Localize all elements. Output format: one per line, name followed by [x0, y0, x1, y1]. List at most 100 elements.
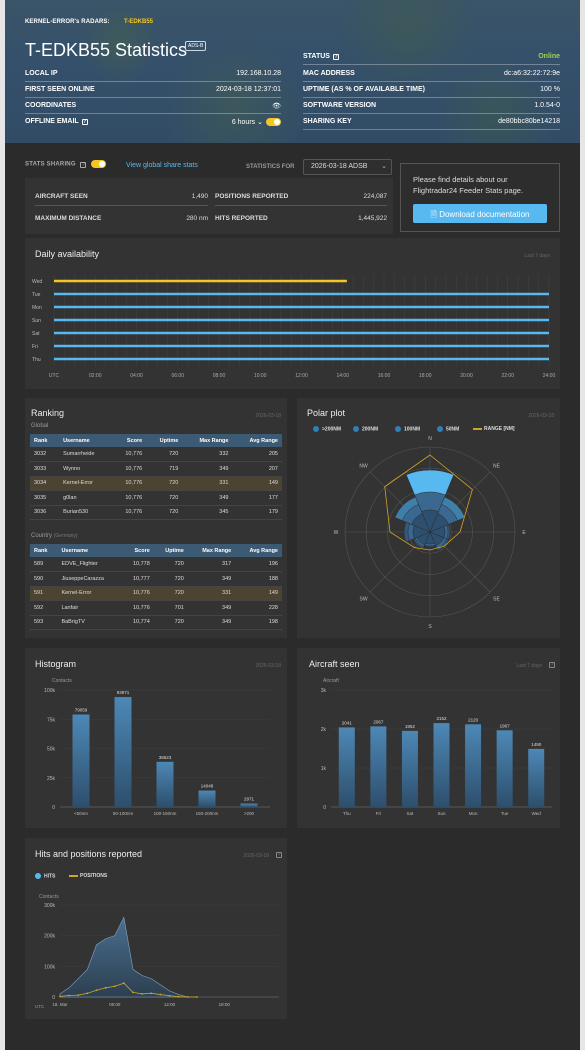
y-tick-label: 0 [52, 995, 55, 1001]
x-tick-label: 100-150nm [154, 811, 177, 816]
eye-icon[interactable]: 👁 [272, 103, 281, 110]
data-label: 2971 [244, 797, 255, 802]
radars-label: KERNEL-ERROR's RADARS: [25, 19, 110, 25]
x-tick-label: Wed [532, 811, 542, 816]
positions-point [59, 995, 61, 998]
y-tick-label: 100k [44, 964, 55, 970]
direction-label: W [334, 530, 339, 536]
data-label: 79059 [75, 708, 88, 713]
legend-100nm[interactable]: 100NM [395, 426, 420, 432]
positions-point [159, 993, 162, 996]
legend-50nm[interactable]: 50NM [437, 426, 459, 432]
hour-label: 22:00 [501, 373, 514, 379]
hour-label: 02:00 [89, 373, 102, 379]
positions-point [195, 996, 198, 998]
info-value: 100 % [540, 86, 560, 93]
table-cell: 10,777 [122, 571, 154, 587]
x-tick-label: Mon [469, 811, 478, 816]
panel-title: Polar plot [307, 408, 346, 418]
legend-over-200nm[interactable]: >200NM [313, 426, 341, 432]
info-key: LOCAL IP [25, 70, 58, 77]
panel-title: Hits and positions reported [35, 849, 143, 859]
help-icon[interactable]: ? [80, 161, 87, 168]
legend-range[interactable]: RANGE [NM] [473, 426, 515, 432]
stats-sharing: STATS SHARING ? [25, 160, 107, 168]
table-cell: 205 [232, 447, 282, 462]
positions-point [95, 989, 98, 992]
direction-label: E [522, 530, 526, 536]
help-icon[interactable]: ? [549, 662, 555, 668]
panel-title: Ranking [31, 408, 65, 418]
info-status: STATUS? Online [303, 49, 560, 65]
download-documentation-button[interactable]: 🗎 Download documentation [413, 204, 547, 223]
hour-label: 24:00 [543, 373, 556, 379]
table-cell: 590 [30, 571, 58, 587]
info-offline-email: OFFLINE EMAIL? 6 hours ⌄ [25, 114, 281, 130]
table-row: 3035 g0lan 10,776 720 349 177 [30, 490, 282, 506]
summary-value: 1,445,922 [358, 215, 387, 222]
stats-sharing-toggle[interactable] [91, 160, 107, 168]
positions-point [77, 994, 80, 997]
chevron-down-icon[interactable]: ⌄ [257, 119, 263, 126]
polar-sector-inner [411, 513, 431, 533]
hour-label: 10:00 [254, 373, 267, 379]
ranking-panel: Ranking 2026-03-18 Global Rank Username Sc… [25, 398, 287, 638]
positions-point [122, 982, 125, 985]
offline-email-toggle[interactable] [266, 118, 281, 127]
panel-title: Aircraft seen [309, 659, 360, 669]
legend-200nm[interactable]: 200NM [353, 426, 378, 432]
offline-email-control[interactable]: 6 hours ⌄ [231, 118, 281, 127]
legend-hits[interactable]: HITS [35, 873, 55, 879]
date-select[interactable]: 2026-03-18 ADSB ⌄ [303, 159, 392, 175]
x-tick-label: Tue [501, 811, 509, 816]
x-tick-label: Thu [343, 811, 351, 816]
help-icon[interactable]: ? [276, 852, 282, 858]
y-axis-label: Contacts [52, 678, 72, 684]
info-key: MAC ADDRESS [303, 70, 355, 77]
radar-tab[interactable]: T-EDKB55 [124, 19, 154, 25]
help-icon[interactable]: ? [332, 54, 339, 60]
help-icon[interactable]: ? [81, 119, 88, 125]
bar [198, 790, 216, 807]
table-cell: 149 [232, 476, 282, 491]
positions-point [132, 991, 134, 994]
hour-label: 04:00 [130, 373, 143, 379]
data-label: 2152 [436, 716, 447, 721]
table-cell: 149 [235, 586, 282, 601]
day-label: Fri [32, 344, 38, 350]
global-share-link[interactable]: View global share stats [126, 162, 198, 169]
positions-point [141, 993, 144, 995]
table-cell: 10,776 [112, 447, 147, 462]
x-tick-label: 18. Mar [52, 1002, 68, 1007]
offline-email-value[interactable]: 6 hours [231, 119, 256, 126]
legend-positions[interactable]: POSITIONS [69, 873, 107, 879]
column-header: Rank [30, 434, 60, 447]
bar [370, 726, 387, 807]
panel-title: Histogram [35, 659, 77, 669]
info-key: SHARING KEY [303, 118, 352, 125]
documentation-text: Please find details about our Flightrada… [413, 175, 524, 195]
panel-meta: 2026-03-18 [528, 413, 554, 419]
positions-point [104, 986, 107, 989]
table-cell: Burian530 [59, 505, 113, 520]
table-cell: 228 [235, 600, 282, 616]
hits-positions-panel: Hits and positions reported 2026-03-18 ?… [25, 838, 287, 1019]
table-cell: 349 [182, 490, 233, 506]
panel-meta: 2026-03-18 [255, 413, 281, 419]
table-cell: 10,776 [122, 600, 154, 616]
direction-label: SW [360, 596, 368, 602]
polar-plot-panel: Polar plot 2026-03-18 >200NM 200NM 100NM… [297, 398, 560, 638]
x-tick-label: Fri [376, 811, 381, 816]
legend-dot [395, 426, 401, 432]
panel-meta: 2026-03-18 [243, 853, 269, 859]
x-tick-label: Sat [407, 811, 415, 816]
y-tick-label: 0 [323, 805, 326, 811]
panel-meta: 2026-03-18 [255, 663, 281, 669]
table-row: 3034 Kernel-Error 10,776 720 331 149 [30, 476, 282, 491]
y-tick-label: 50k [47, 747, 56, 753]
info-value: 192.168.10.28 [236, 70, 281, 77]
summary-key: MAXIMUM DISTANCE [35, 215, 102, 222]
hour-label: 18:00 [419, 373, 432, 379]
day-label: Mon [32, 305, 42, 311]
x-tick-label: 12:00 [164, 1002, 176, 1007]
